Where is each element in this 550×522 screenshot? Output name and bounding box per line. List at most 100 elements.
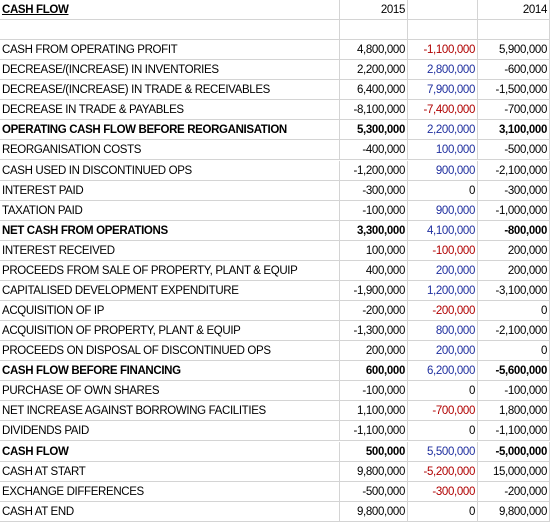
value-cell: 5,300,000 (340, 120, 408, 141)
value-cell: -1,200,000 (340, 160, 408, 181)
row-label: CASH FLOW BEFORE FINANCING (0, 361, 340, 382)
value-cell: 200,000 (340, 341, 408, 362)
value-cell: 400,000 (340, 260, 408, 281)
difference-cell: 7,900,000 (408, 80, 478, 101)
difference-cell: 100,000 (408, 140, 478, 161)
value-cell: 600,000 (340, 361, 408, 382)
difference-cell: 0 (408, 381, 478, 402)
value-cell: -500,000 (340, 481, 408, 502)
difference-cell: -200,000 (408, 301, 478, 322)
value-cell: -1,300,000 (340, 321, 408, 342)
value-cell: -800,000 (478, 220, 550, 241)
value-cell: 5,900,000 (478, 40, 550, 61)
difference-cell: 900,000 (408, 160, 478, 181)
row-label: DIVIDENDS PAID (0, 421, 340, 442)
difference-cell: 0 (408, 501, 478, 522)
difference-cell: 2,200,000 (408, 120, 478, 141)
value-cell: 2,200,000 (340, 60, 408, 81)
value-cell: 3,100,000 (478, 120, 550, 141)
difference-cell: 900,000 (408, 200, 478, 221)
blank-cell (408, 20, 478, 41)
value-cell: 0 (478, 341, 550, 362)
row-label: PROCEEDS FROM SALE OF PROPERTY, PLANT & … (0, 260, 340, 281)
value-cell: 3,300,000 (340, 220, 408, 241)
row-label: NET CASH FROM OPERATIONS (0, 220, 340, 241)
value-cell: -1,900,000 (340, 280, 408, 301)
value-cell: -2,100,000 (478, 160, 550, 181)
value-cell: -300,000 (478, 180, 550, 201)
value-cell: 500,000 (340, 441, 408, 462)
blank-cell (408, 0, 478, 20)
difference-cell: 1,200,000 (408, 280, 478, 301)
value-cell: 15,000,000 (478, 461, 550, 482)
row-label: CASH USED IN DISCONTINUED OPS (0, 160, 340, 181)
difference-cell: -7,400,000 (408, 100, 478, 121)
value-cell: -700,000 (478, 100, 550, 121)
value-cell: -8,100,000 (340, 100, 408, 121)
difference-cell: -100,000 (408, 240, 478, 261)
year-header: 2015 (340, 0, 408, 20)
row-label: ACQUISITION OF PROPERTY, PLANT & EQUIP (0, 321, 340, 342)
sheet-title: CASH FLOW (0, 0, 340, 20)
row-label: TAXATION PAID (0, 200, 340, 221)
value-cell: -400,000 (340, 140, 408, 161)
difference-cell: 200,000 (408, 341, 478, 362)
difference-cell: 800,000 (408, 321, 478, 342)
row-label: DECREASE/(INCREASE) IN INVENTORIES (0, 60, 340, 81)
value-cell: 1,800,000 (478, 401, 550, 422)
row-label: DECREASE IN TRADE & PAYABLES (0, 100, 340, 121)
blank-cell (0, 20, 340, 41)
difference-cell: 200,000 (408, 260, 478, 281)
value-cell: 9,800,000 (340, 501, 408, 522)
value-cell: -5,000,000 (478, 441, 550, 462)
value-cell: -1,000,000 (478, 200, 550, 221)
value-cell: -200,000 (340, 301, 408, 322)
value-cell: -3,100,000 (478, 280, 550, 301)
difference-cell: -700,000 (408, 401, 478, 422)
value-cell: -1,100,000 (478, 421, 550, 442)
difference-cell: 0 (408, 421, 478, 442)
value-cell: -1,500,000 (478, 80, 550, 101)
value-cell: -200,000 (478, 481, 550, 502)
difference-cell: 6,200,000 (408, 361, 478, 382)
value-cell: -100,000 (340, 200, 408, 221)
row-label: CAPITALISED DEVELOPMENT EXPENDITURE (0, 280, 340, 301)
row-label: NET INCREASE AGAINST BORROWING FACILITIE… (0, 401, 340, 422)
difference-cell: -300,000 (408, 481, 478, 502)
value-cell: 6,400,000 (340, 80, 408, 101)
value-cell: -2,100,000 (478, 321, 550, 342)
value-cell: -5,600,000 (478, 361, 550, 382)
row-label: EXCHANGE DIFFERENCES (0, 481, 340, 502)
row-label: PROCEEDS ON DISPOSAL OF DISCONTINUED OPS (0, 341, 340, 362)
difference-cell: 2,800,000 (408, 60, 478, 81)
value-cell: -100,000 (478, 381, 550, 402)
row-label: INTEREST PAID (0, 180, 340, 201)
blank-cell (478, 20, 550, 41)
row-label: CASH FLOW (0, 441, 340, 462)
row-label: REORGANISATION COSTS (0, 140, 340, 161)
value-cell: 200,000 (478, 240, 550, 261)
value-cell: -500,000 (478, 140, 550, 161)
row-label: INTEREST RECEIVED (0, 240, 340, 261)
value-cell: 9,800,000 (340, 461, 408, 482)
value-cell: -600,000 (478, 60, 550, 81)
difference-cell: -5,200,000 (408, 461, 478, 482)
row-label: CASH AT START (0, 461, 340, 482)
value-cell: 100,000 (340, 240, 408, 261)
row-label: PURCHASE OF OWN SHARES (0, 381, 340, 402)
value-cell: 9,800,000 (478, 501, 550, 522)
value-cell: 1,100,000 (340, 401, 408, 422)
row-label: CASH FROM OPERATING PROFIT (0, 40, 340, 61)
row-label: OPERATING CASH FLOW BEFORE REORGANISATIO… (0, 120, 340, 141)
value-cell: 0 (478, 301, 550, 322)
difference-cell: -1,100,000 (408, 40, 478, 61)
year-header: 2014 (478, 0, 550, 20)
blank-cell (340, 20, 408, 41)
value-cell: -1,100,000 (340, 421, 408, 442)
difference-cell: 5,500,000 (408, 441, 478, 462)
value-cell: 200,000 (478, 260, 550, 281)
row-label: CASH AT END (0, 501, 340, 522)
value-cell: -100,000 (340, 381, 408, 402)
row-label: DECREASE/(INCREASE) IN TRADE & RECEIVABL… (0, 80, 340, 101)
